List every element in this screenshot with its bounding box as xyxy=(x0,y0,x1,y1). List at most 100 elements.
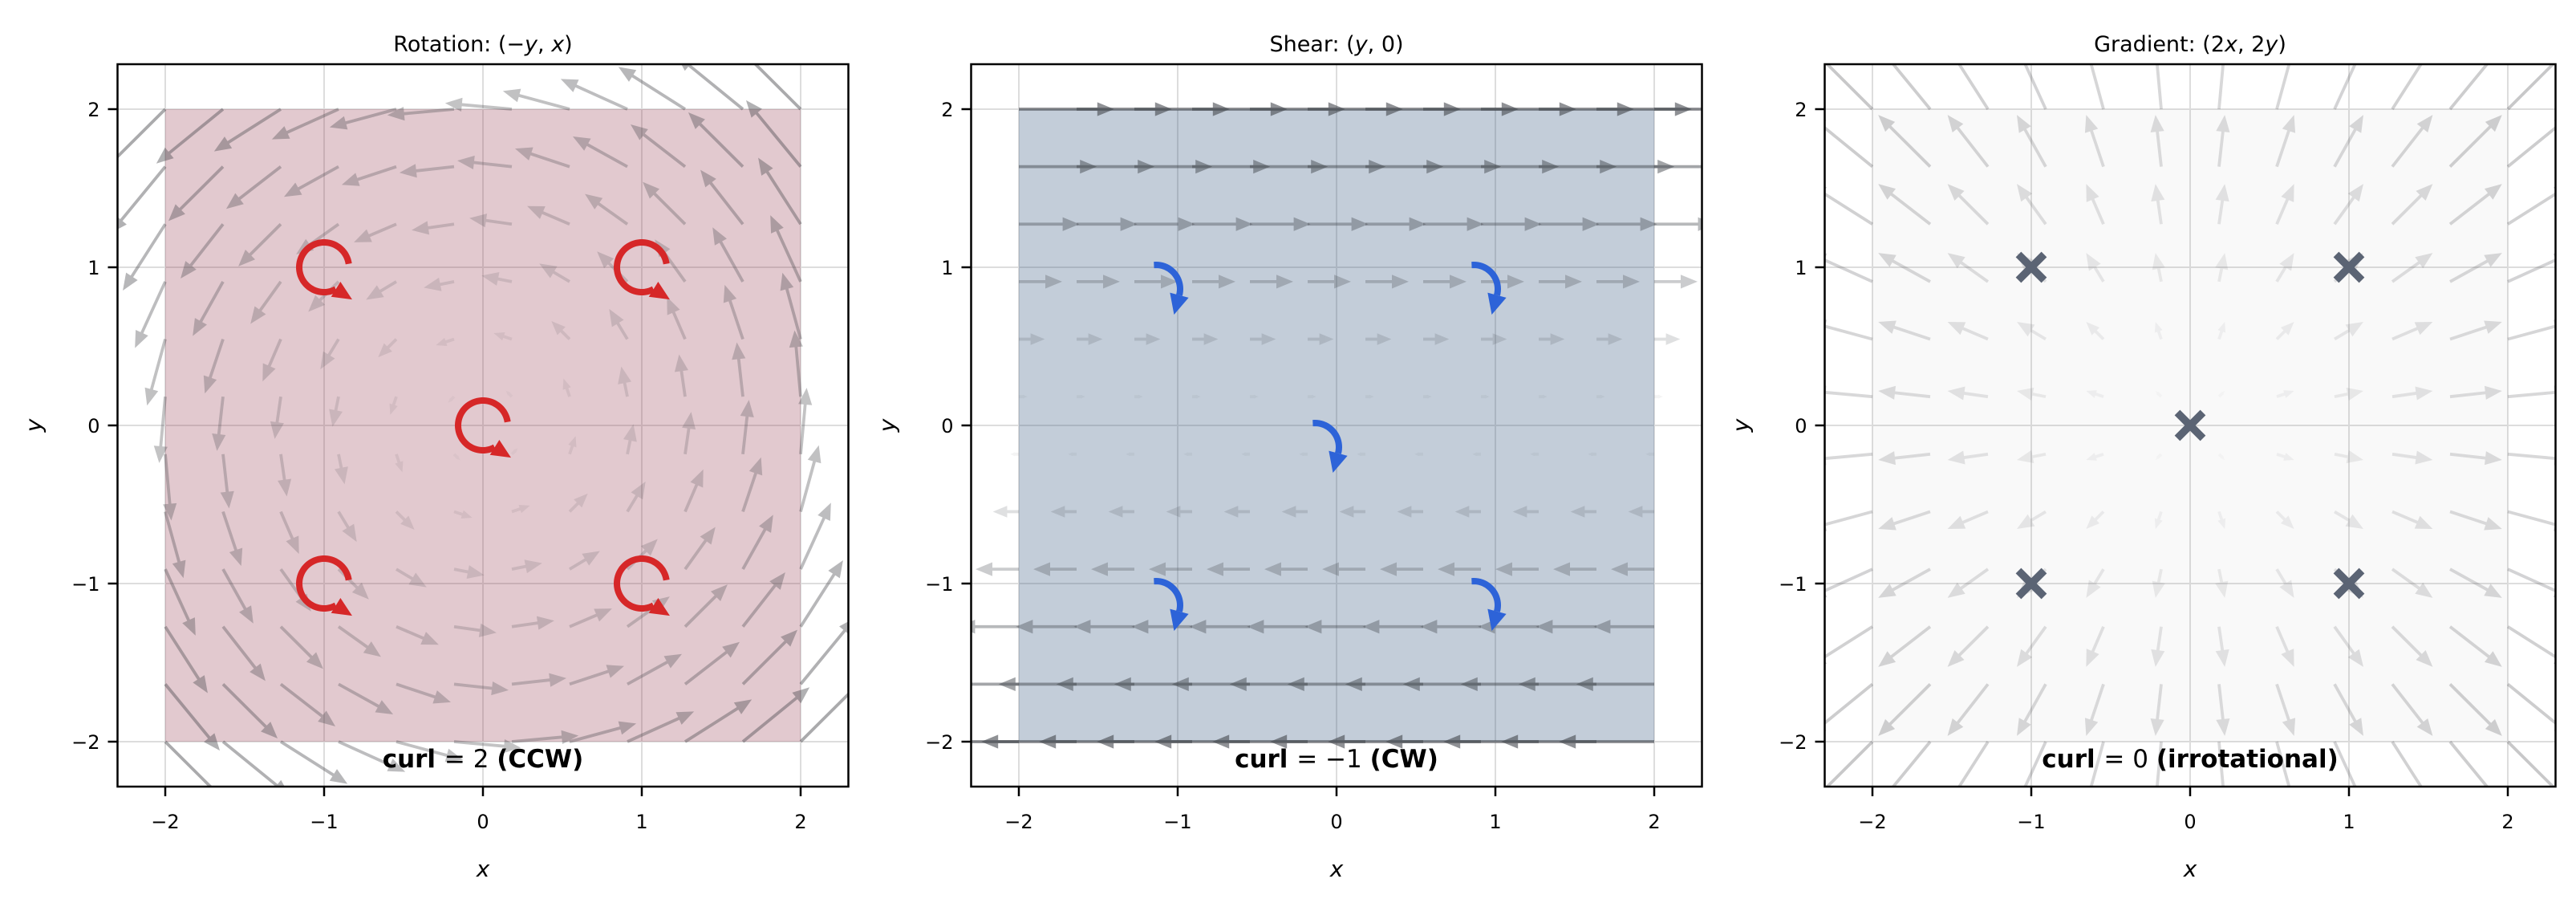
quiver-arrow xyxy=(163,454,177,521)
quiver-arrow xyxy=(2449,510,2502,531)
quiver-arrow xyxy=(798,388,813,454)
quiver-arrow xyxy=(2152,568,2165,598)
quiver-arrow xyxy=(2084,115,2105,168)
quiver-arrow xyxy=(1570,506,1596,518)
quiver-arrow xyxy=(1539,217,1600,231)
quiver-arrow xyxy=(2275,568,2294,598)
quiver-arrow xyxy=(1171,677,1250,691)
quiver-arrow xyxy=(203,338,225,394)
quiver-arrow xyxy=(2215,626,2229,667)
quiver-arrow xyxy=(2152,253,2165,283)
quiver-arrow xyxy=(511,673,567,687)
quiver-arrow xyxy=(539,263,570,283)
x-axis-label: x xyxy=(1329,856,1344,882)
quiver-arrow xyxy=(1438,562,1481,576)
quiver-arrow xyxy=(2216,115,2230,167)
x-tick-label: 1 xyxy=(2343,811,2355,833)
quiver-arrow xyxy=(684,641,740,685)
quiver-arrow xyxy=(1593,620,1654,634)
quiver-arrow xyxy=(2507,451,2556,466)
quiver-arrow xyxy=(2333,64,2357,110)
quiver-arrow xyxy=(1878,320,1931,341)
quiver-arrow xyxy=(1539,275,1582,289)
quiver-arrow xyxy=(700,169,744,226)
quiver-arrow xyxy=(481,272,513,286)
quiver-arrow xyxy=(562,378,571,397)
quiver-arrow xyxy=(780,272,802,340)
quiver-arrow xyxy=(1947,184,1990,226)
quiver-arrow xyxy=(1878,253,1931,283)
quiver-arrow xyxy=(1878,625,1932,667)
quiver-arrow xyxy=(448,395,456,403)
quiver-arrow xyxy=(643,181,687,226)
y-tick-label: 2 xyxy=(1795,99,1807,121)
quiver-arrow xyxy=(2276,390,2294,398)
quiver-arrow xyxy=(117,108,167,159)
quiver-arrow xyxy=(618,366,632,397)
quiver-arrow xyxy=(2506,186,2556,226)
x-tick-label: −1 xyxy=(2017,811,2045,833)
quiver-arrow xyxy=(1539,394,1548,399)
quiver-arrow xyxy=(753,64,802,111)
quiver-arrow xyxy=(2275,184,2294,226)
quiver-arrow xyxy=(213,108,282,152)
quiver-arrow xyxy=(395,454,404,473)
quiver-arrow xyxy=(510,448,518,456)
x-tick-label: 1 xyxy=(1489,811,1501,833)
quiver-arrow xyxy=(1414,452,1423,457)
quiver-arrow xyxy=(1596,333,1623,345)
quiver-arrow xyxy=(2276,453,2294,461)
quiver-arrow xyxy=(2449,385,2502,400)
quiver-arrow xyxy=(1947,386,1989,401)
quiver-arrow xyxy=(2086,184,2105,226)
quiver-arrow xyxy=(378,338,398,358)
y-tick-label: −2 xyxy=(71,731,99,754)
quiver-arrow xyxy=(568,436,577,455)
quiver-arrow xyxy=(1947,322,1989,341)
quiver-arrow xyxy=(684,469,704,513)
x-marker xyxy=(2333,251,2365,283)
quiver-arrow xyxy=(2086,568,2105,598)
quiver-arrow xyxy=(2391,64,2424,111)
quiver-arrow xyxy=(2154,510,2163,529)
quiver-arrow xyxy=(2333,625,2363,667)
x-axis-label: x xyxy=(476,856,490,882)
quiver-arrow xyxy=(992,506,1019,518)
quiver-arrow xyxy=(1134,275,1178,289)
x-axis-label: x xyxy=(2183,856,2197,882)
quiver-arrow xyxy=(2448,184,2502,226)
quiver-arrow xyxy=(221,625,266,681)
quiver-arrow xyxy=(2506,682,2556,731)
quiver-arrow xyxy=(1825,64,1874,111)
quiver-arrow xyxy=(1553,562,1596,576)
quiver-arrow xyxy=(511,504,530,514)
quiver-arrow xyxy=(2215,568,2229,598)
quiver-arrow xyxy=(164,510,186,579)
quiver-arrow xyxy=(1223,506,1250,518)
quiver-arrow xyxy=(2023,64,2047,110)
quiver-arrow xyxy=(1878,683,1932,736)
cw-rotation-marker xyxy=(1154,577,1189,632)
quiver-arrow xyxy=(2391,625,2433,667)
quiver-arrow xyxy=(740,400,754,455)
quiver-arrow xyxy=(412,221,455,235)
quiver-arrow xyxy=(396,624,439,645)
quiver-arrow xyxy=(168,165,225,222)
quiver-arrow xyxy=(1472,452,1481,457)
quiver-arrow xyxy=(2506,64,2555,111)
ccw-rotation-marker xyxy=(296,239,352,300)
curl-annotation: curl = 0 (irrotational) xyxy=(2042,745,2339,774)
quiver-arrow xyxy=(2089,741,2105,787)
quiver-arrow xyxy=(2084,683,2105,736)
quiver-arrow xyxy=(1308,160,1386,174)
quiver-arrow xyxy=(453,623,497,637)
quiver-arrow xyxy=(560,79,628,111)
quiver-arrow xyxy=(1192,333,1219,345)
quiver-arrow xyxy=(2448,740,2489,787)
grid-lines xyxy=(1824,64,2556,787)
quiver-arrow xyxy=(1192,160,1271,174)
quiver-arrow xyxy=(1134,217,1195,231)
quiver-arrow xyxy=(1019,217,1080,231)
quiver-arrow xyxy=(626,481,646,513)
